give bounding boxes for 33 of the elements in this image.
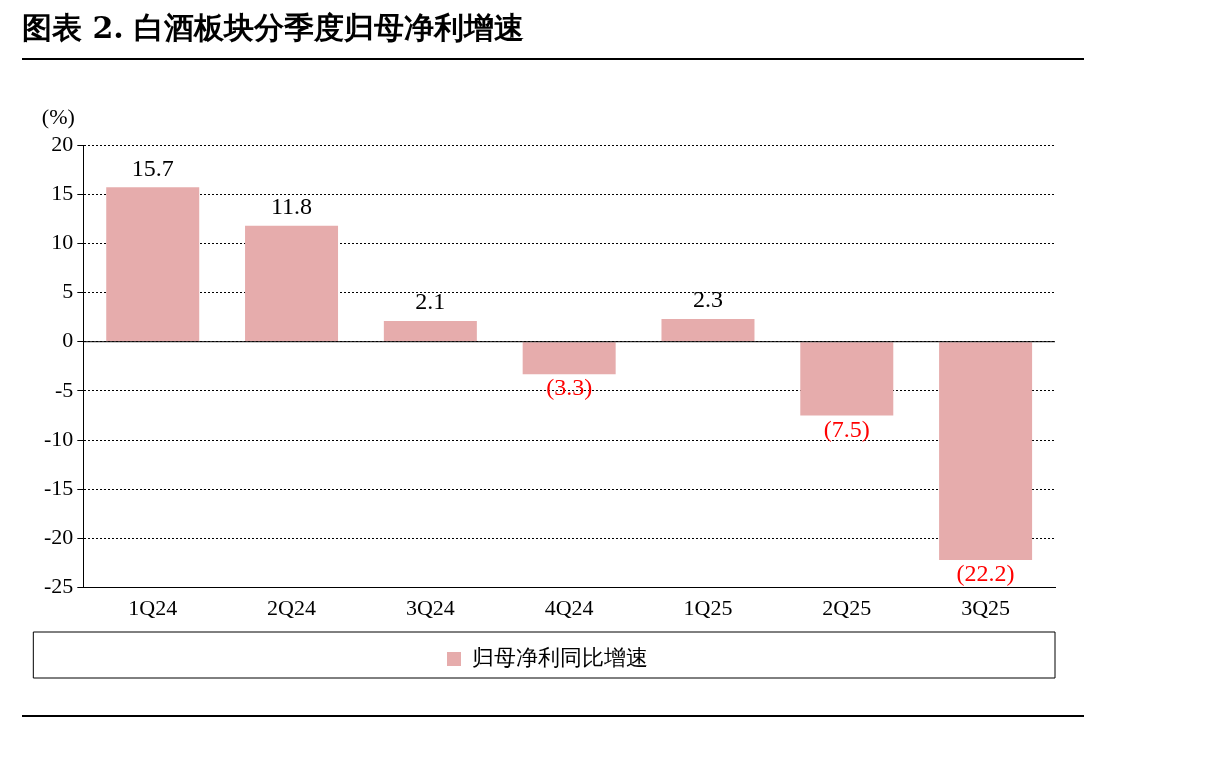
data-label: 2.1 (415, 288, 446, 315)
x-tick-label: 1Q25 (683, 594, 733, 620)
y-tick-label: 5 (62, 278, 74, 304)
y-tick-label: -5 (55, 376, 74, 402)
x-tick-label: 2Q24 (267, 594, 316, 620)
y-tick-label: 0 (62, 327, 74, 353)
y-axis-title: (%) (41, 103, 75, 129)
chart-title: 图表 2. 白酒板块分季度归母净利增速 (22, 9, 525, 47)
x-tick-label: 3Q25 (961, 594, 1011, 620)
y-tick-label: -20 (44, 524, 74, 550)
y-tick-label: 10 (51, 229, 74, 255)
bar (939, 342, 1033, 561)
bar (245, 225, 339, 342)
y-tick-label: 20 (51, 130, 74, 156)
bar (106, 187, 200, 342)
data-label: (22.2) (956, 560, 1015, 587)
legend-label: 归母净利同比增速 (472, 644, 648, 670)
bar (800, 342, 894, 416)
x-tick-label: 3Q24 (405, 594, 455, 620)
y-tick-label: -10 (44, 425, 74, 451)
data-label: (7.5) (823, 415, 870, 442)
y-tick-label: -25 (44, 573, 74, 599)
data-label: (3.3) (546, 374, 593, 401)
x-tick-label: 4Q24 (544, 594, 594, 620)
y-tick-label: -15 (44, 475, 74, 501)
data-label: 11.8 (270, 192, 313, 219)
bar (522, 342, 616, 375)
bar (383, 321, 477, 342)
x-tick-label: 1Q24 (128, 594, 178, 620)
y-tick-label: 15 (51, 179, 74, 205)
x-tick-label: 2Q25 (822, 594, 872, 620)
bar (661, 319, 755, 342)
data-label: 15.7 (131, 154, 174, 181)
